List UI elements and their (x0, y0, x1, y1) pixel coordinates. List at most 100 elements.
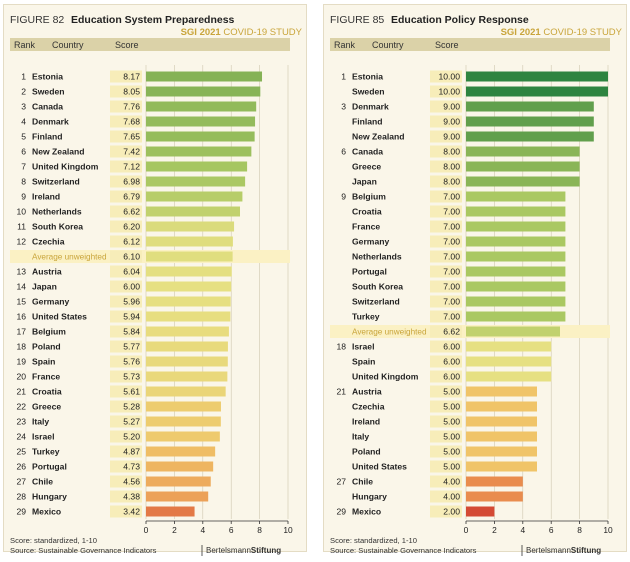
country-label: United States (352, 462, 407, 472)
country-label: Greece (352, 162, 381, 172)
bar (466, 221, 566, 232)
score-label: 5.94 (123, 312, 140, 322)
bar (466, 161, 580, 172)
score-box (110, 265, 142, 278)
figure-85-panel: FIGURE 85 Education Policy Response SGI 20… (323, 4, 627, 556)
rank-label: 17 (16, 327, 26, 337)
score-box (110, 325, 142, 338)
study-label: SGI 2021 COVID-19 STUDY (501, 27, 623, 38)
bar (146, 116, 256, 127)
bar (466, 461, 537, 472)
chart-title: Education Policy Response (391, 14, 529, 26)
column-header-band (330, 38, 610, 51)
score-box (110, 160, 142, 173)
score-label: 6.98 (123, 177, 140, 187)
score-label: 7.65 (123, 132, 140, 142)
score-label: 5.96 (123, 297, 140, 307)
bar (146, 101, 257, 112)
score-box (110, 505, 142, 518)
rank-label: 18 (336, 342, 346, 352)
score-box (110, 235, 142, 248)
country-label: Poland (32, 342, 61, 352)
score-label: 6.04 (123, 267, 140, 277)
score-label: 5.00 (443, 417, 460, 427)
score-box (110, 310, 142, 323)
score-box (110, 385, 142, 398)
bar (146, 401, 221, 412)
score-box (430, 370, 462, 383)
score-label: 2.00 (443, 507, 460, 517)
bar (466, 251, 566, 262)
country-label: Croatia (32, 387, 62, 397)
x-tick-label: 8 (577, 525, 582, 535)
bar (466, 476, 523, 487)
score-box (430, 355, 462, 368)
country-label: Canada (32, 102, 63, 112)
figure-82-chart: FIGURE 82 Education System PreparednessSG… (10, 14, 303, 556)
score-box (430, 235, 462, 248)
bar (146, 236, 233, 247)
country-label: Greece (32, 402, 61, 412)
column-header-score: Score (435, 40, 459, 50)
score-label: 9.00 (443, 102, 460, 112)
bar (466, 86, 608, 97)
score-label: 6.12 (123, 237, 140, 247)
country-label: New Zealand (32, 147, 85, 157)
rank-label: 23 (16, 417, 26, 427)
score-box (110, 115, 142, 128)
rank-label: 3 (21, 102, 26, 112)
footnote-source: Source: Sustainable Governance Indicator… (330, 546, 477, 555)
bar (466, 101, 594, 112)
country-label: Germany (32, 297, 69, 307)
score-box (110, 430, 142, 443)
rank-label: 25 (16, 447, 26, 457)
score-label: 5.61 (123, 387, 140, 397)
x-tick-label: 4 (520, 525, 525, 535)
bar (466, 191, 566, 202)
score-box (110, 175, 142, 188)
brand-logo: BertelsmannStiftung (206, 546, 281, 555)
bar (146, 416, 221, 427)
rank-label: 19 (16, 357, 26, 367)
country-label: Switzerland (32, 177, 80, 187)
score-label: 5.00 (443, 387, 460, 397)
bar (146, 326, 229, 337)
score-label: 7.00 (443, 192, 460, 202)
country-label: Canada (352, 147, 383, 157)
country-label: Austria (352, 387, 382, 397)
rank-label: 6 (21, 147, 26, 157)
figure-label: FIGURE 85 (330, 14, 384, 26)
score-label: 5.76 (123, 357, 140, 367)
score-label: 7.42 (123, 147, 140, 157)
score-label: 9.00 (443, 117, 460, 127)
bar (466, 146, 580, 157)
score-label: 6.00 (443, 342, 460, 352)
score-box (430, 85, 462, 98)
rank-label: 9 (21, 192, 26, 202)
rank-label: 21 (16, 387, 26, 397)
score-label: 7.00 (443, 222, 460, 232)
country-label: Germany (352, 237, 389, 247)
bar (466, 176, 580, 187)
country-label: Mexico (32, 507, 61, 517)
rank-label: 6 (341, 147, 346, 157)
bar (466, 281, 566, 292)
bar (146, 311, 231, 322)
country-label: United Kingdom (352, 372, 419, 382)
score-label: 4.38 (123, 492, 140, 502)
score-box (110, 355, 142, 368)
rank-label: 29 (336, 507, 346, 517)
rank-label: 9 (341, 192, 346, 202)
bar (146, 266, 232, 277)
score-box (110, 130, 142, 143)
country-label: Switzerland (352, 297, 400, 307)
bar (146, 506, 195, 517)
country-label: Czechia (32, 237, 65, 247)
score-box (110, 250, 142, 263)
bar (146, 86, 261, 97)
bar (146, 431, 220, 442)
score-label: 8.00 (443, 147, 460, 157)
bar (466, 416, 537, 427)
bar (466, 446, 537, 457)
score-label: 10.00 (438, 87, 460, 97)
